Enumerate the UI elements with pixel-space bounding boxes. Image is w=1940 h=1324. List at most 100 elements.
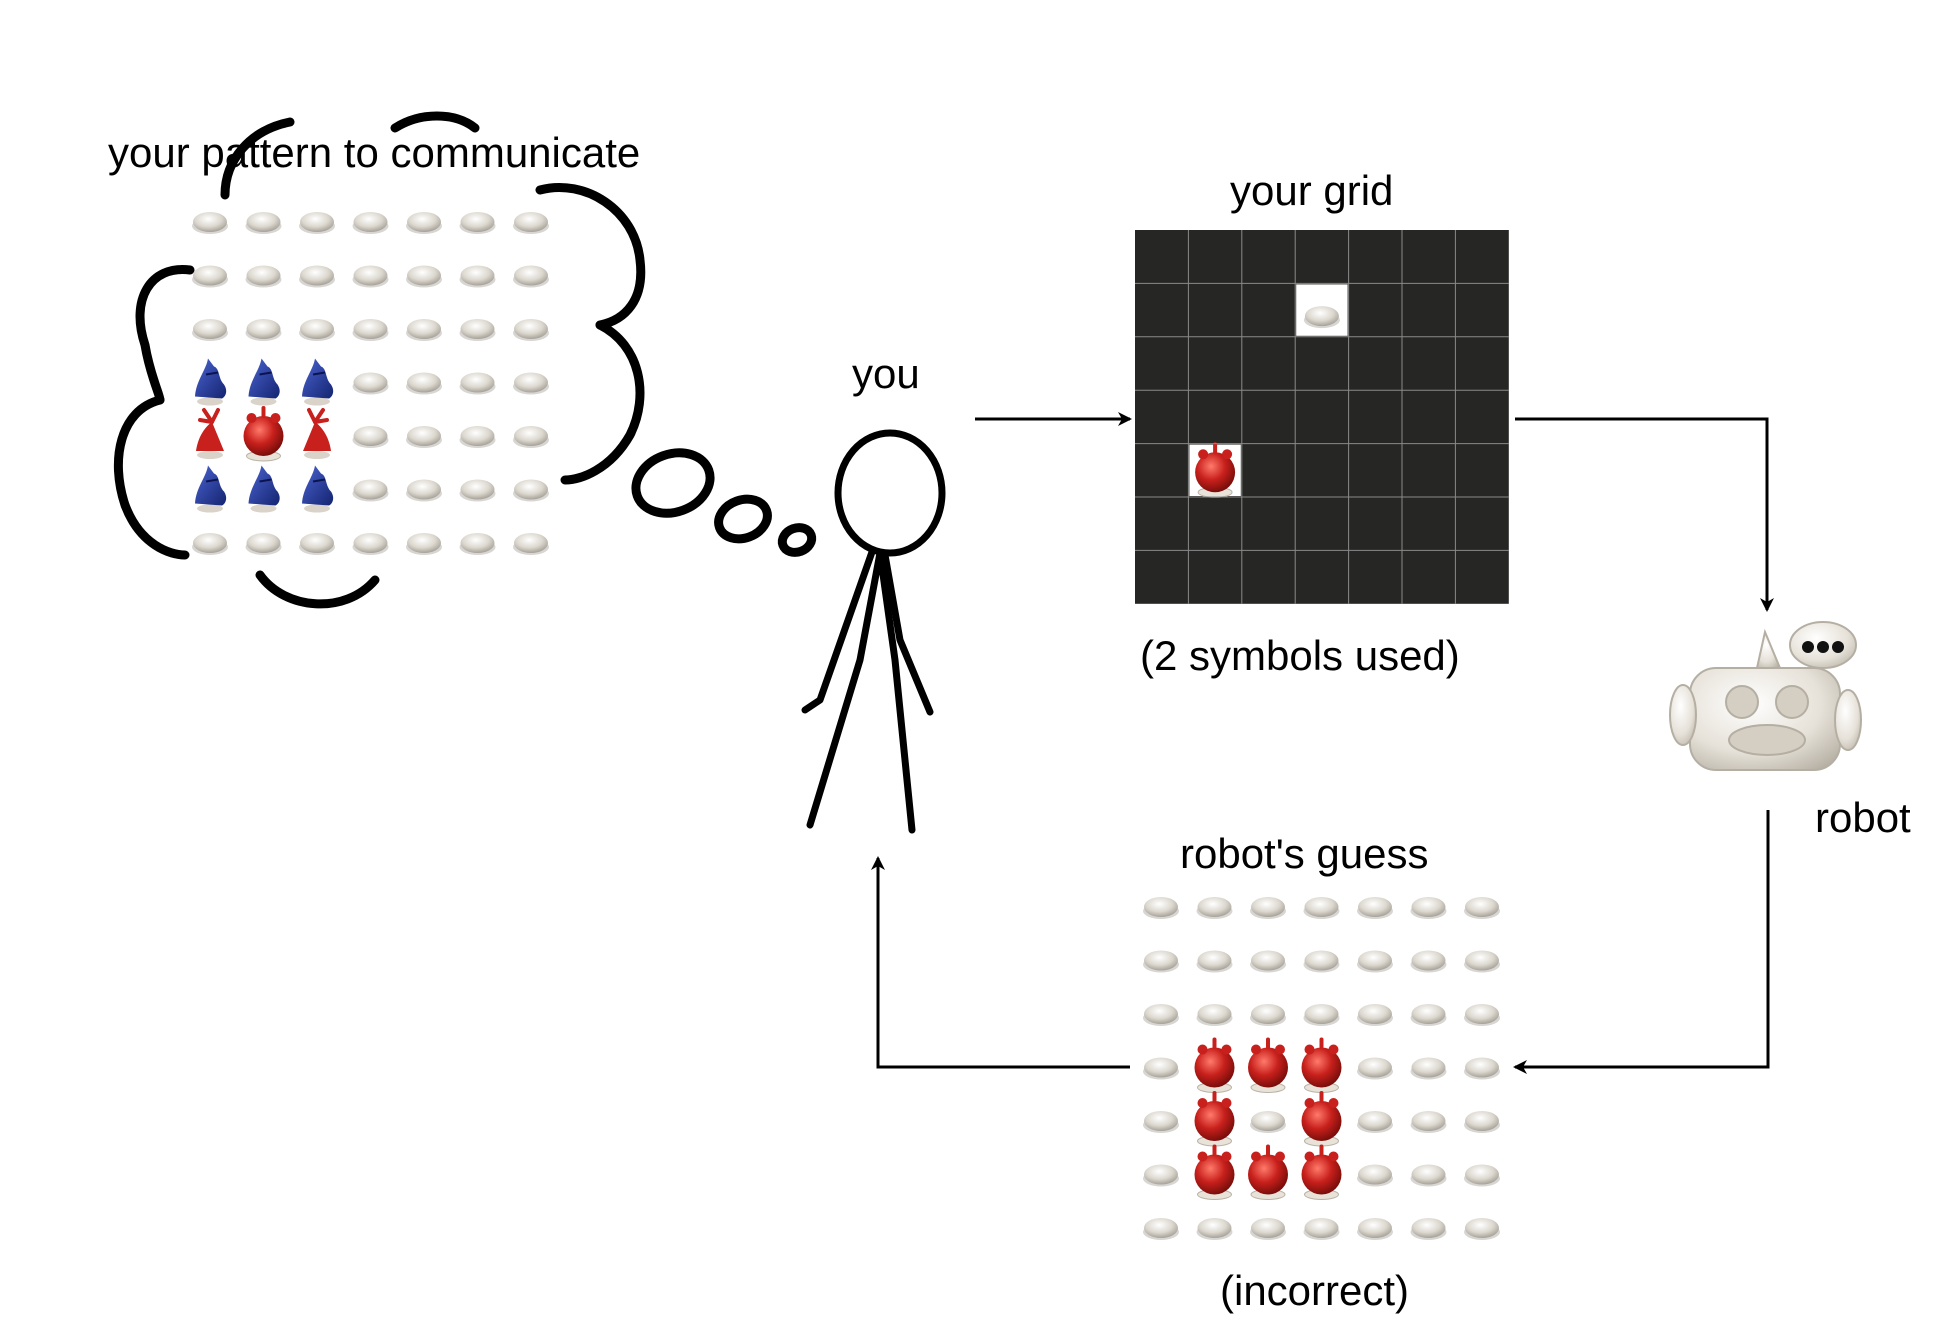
red-ball-icon (1301, 1091, 1342, 1147)
pill-icon (1357, 1057, 1393, 1080)
pill-icon (1410, 1057, 1447, 1080)
pill-icon (459, 212, 496, 234)
blue-figure-icon (248, 465, 280, 513)
pill-icon (1410, 1004, 1447, 1026)
blue-figure-icon (302, 465, 334, 513)
pill-icon (1303, 306, 1340, 329)
robot-icon (1669, 621, 1862, 771)
pill-icon (513, 533, 549, 555)
pill-icon (406, 372, 442, 395)
pill-icon (1357, 1004, 1393, 1026)
pill-icon (1143, 1004, 1179, 1026)
pill-icon (1410, 1111, 1447, 1133)
pill-icon (1357, 897, 1393, 919)
pill-icon (1196, 1218, 1233, 1240)
pill-icon (245, 533, 282, 555)
thought-title: your pattern to communicate (108, 129, 640, 176)
pill-icon (1196, 897, 1233, 919)
pill-icon (1464, 897, 1500, 919)
pill-icon (352, 426, 389, 448)
pill-icon (1196, 950, 1233, 973)
robot-label: robot (1815, 794, 1911, 841)
stick-figure (801, 429, 946, 834)
pill-icon (513, 319, 549, 341)
pill-icon (1250, 1004, 1286, 1026)
pill-icon (1196, 1004, 1233, 1026)
pill-icon (1143, 1164, 1179, 1187)
pill-icon (192, 319, 228, 341)
pill-icon (245, 212, 282, 234)
red-ball-icon (243, 406, 284, 462)
pill-icon (406, 265, 442, 288)
pill-icon (513, 372, 549, 395)
pill-icon (352, 372, 389, 395)
pill-icon (1464, 1218, 1500, 1240)
pill-icon (192, 533, 228, 555)
thought-cloud (114, 111, 817, 609)
pill-icon (459, 479, 496, 502)
pill-icon (459, 533, 496, 555)
pill-icon (1250, 1218, 1286, 1240)
red-ball-icon (1301, 1144, 1342, 1200)
pill-icon (406, 319, 442, 341)
you-label: you (852, 350, 920, 397)
flow-arrows (871, 412, 1774, 1074)
robots-guess-title: robot's guess (1180, 830, 1429, 877)
red-ball-icon (1194, 1037, 1235, 1093)
pill-icon (1464, 950, 1500, 973)
pill-icon (1250, 950, 1286, 973)
pill-icon (352, 319, 389, 341)
arrow-guess-to-you (871, 856, 1130, 1069)
pill-icon (1410, 897, 1447, 919)
pill-icon (1143, 897, 1179, 919)
verdict-label: (incorrect) (1220, 1267, 1409, 1314)
pill-icon (513, 265, 549, 288)
red-ball-icon (1194, 1091, 1235, 1147)
pill-icon (1303, 950, 1340, 973)
pill-icon (1410, 1218, 1447, 1240)
blue-figure-icon (302, 358, 334, 406)
pill-icon (513, 479, 549, 502)
pill-icon (299, 533, 335, 555)
pill-icon (352, 212, 389, 234)
red-figure-right-icon (303, 408, 331, 459)
pill-icon (352, 533, 389, 555)
pill-icon (513, 212, 549, 234)
pill-icon (459, 319, 496, 341)
red-ball-icon (1248, 1037, 1288, 1093)
guess-grid (1143, 897, 1500, 1240)
pill-icon (1143, 1057, 1179, 1080)
pill-icon (1410, 950, 1447, 973)
pill-icon (192, 265, 228, 288)
symbols-used-label: (2 symbols used) (1140, 632, 1460, 679)
pill-icon (1250, 1111, 1286, 1133)
pill-icon (1143, 950, 1179, 973)
pill-icon (406, 426, 442, 448)
pill-icon (1357, 1164, 1393, 1187)
pill-icon (513, 426, 549, 448)
blue-figure-icon (195, 465, 227, 513)
pill-icon (299, 212, 335, 234)
pill-icon (1464, 1164, 1500, 1187)
pill-icon (245, 319, 282, 341)
pill-icon (1464, 1057, 1500, 1080)
pill-icon (406, 479, 442, 502)
pill-icon (299, 265, 335, 288)
your-grid (1135, 230, 1509, 604)
pill-icon (459, 426, 496, 448)
arrow-robot-to-guess (1513, 810, 1770, 1074)
pill-icon (1357, 1218, 1393, 1240)
pill-icon (1303, 1004, 1340, 1026)
pill-icon (1143, 1218, 1179, 1240)
red-ball-icon (1301, 1037, 1342, 1093)
arrow-grid-to-robot (1515, 417, 1774, 612)
pill-icon (352, 265, 389, 288)
pill-icon (1143, 1111, 1179, 1133)
red-ball-icon (1194, 1144, 1235, 1200)
red-ball-icon (1248, 1144, 1288, 1200)
pill-icon (1357, 1111, 1393, 1133)
pill-icon (1410, 1164, 1447, 1187)
pill-icon (192, 212, 228, 234)
pill-icon (459, 372, 496, 395)
